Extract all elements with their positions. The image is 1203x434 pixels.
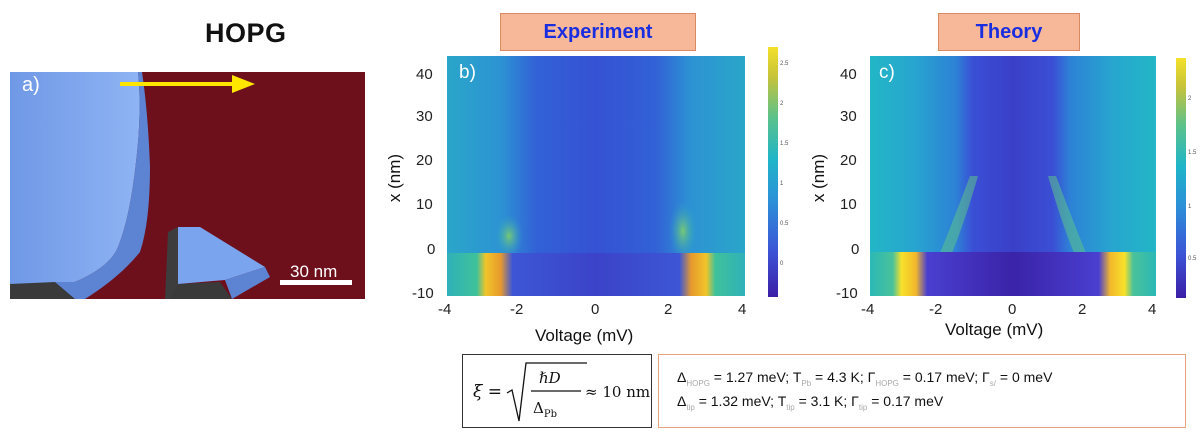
colorbar-tick: 1.5 xyxy=(1188,150,1197,156)
ytick: 30 xyxy=(840,108,857,125)
experiment-heatmap xyxy=(447,56,745,296)
small-island-edge xyxy=(225,267,270,299)
formula-numerator: ℏD xyxy=(539,369,561,387)
ytick: 20 xyxy=(416,152,433,169)
ytick: 20 xyxy=(840,152,857,169)
scan-arrow-head xyxy=(232,75,255,93)
formula-lhs: ξ = xyxy=(473,382,502,402)
ytick: 10 xyxy=(416,196,433,213)
experiment-header: Experiment xyxy=(500,13,696,51)
xtick: 2 xyxy=(664,301,673,318)
ytick: 40 xyxy=(840,66,857,83)
y-axis-label: x (nm) xyxy=(809,153,828,203)
ytick: 10 xyxy=(840,196,857,213)
scalebar-label: 30 nm xyxy=(290,262,338,281)
ytick: -10 xyxy=(412,285,434,302)
param-line-1: ΔHOPG = 1.27 meV; TPb = 4.3 K; ΓHOPG = 0… xyxy=(677,369,1053,388)
colorbar xyxy=(768,47,778,297)
x-axis-label: Voltage (mV) xyxy=(945,320,1044,339)
y-axis-label: x (nm) xyxy=(385,153,404,203)
xtick: -2 xyxy=(510,301,524,318)
panel-a-label: a) xyxy=(22,74,40,96)
small-island xyxy=(178,227,265,284)
theory-heatmap xyxy=(870,56,1156,296)
panel-b-label: b) xyxy=(459,62,476,83)
panel-a-title: HOPG xyxy=(205,18,287,48)
xtick: 4 xyxy=(1148,301,1157,318)
colorbar-tick: 1 xyxy=(780,181,784,187)
panel-c-label: c) xyxy=(879,62,895,83)
colorbar-tick: 0 xyxy=(780,261,784,267)
xtick: 0 xyxy=(591,301,600,318)
theory-header: Theory xyxy=(938,13,1080,51)
xtick: 2 xyxy=(1078,301,1087,318)
formula-rhs: ≈ 10 nm xyxy=(585,383,650,401)
island-shadow xyxy=(170,282,232,299)
colorbar-tick: 2 xyxy=(780,101,784,107)
small-island-edge xyxy=(165,227,178,299)
formula-den-sub: Pb xyxy=(544,409,557,420)
scalebar xyxy=(280,280,352,285)
colorbar-tick: 0.5 xyxy=(1188,256,1197,262)
param-line-2: Δtip = 1.32 meV; Ttip = 3.1 K; Γtip = 0.… xyxy=(677,393,944,412)
colorbar-tick: 2 xyxy=(1188,96,1192,102)
parameter-box: ΔHOPG = 1.27 meV; TPb = 4.3 K; ΓHOPG = 0… xyxy=(658,354,1186,428)
ytick: 40 xyxy=(416,66,433,83)
sqrt-sign xyxy=(506,362,587,422)
coherence-length-formula: ξ = ℏD ΔPb ≈ 10 nm xyxy=(462,354,652,428)
xtick: -4 xyxy=(861,301,875,318)
svg-text:ΔPb: ΔPb xyxy=(533,399,557,420)
x-axis-label: Voltage (mV) xyxy=(535,326,634,345)
colorbar-tick: 1.5 xyxy=(780,141,789,147)
formula-denominator: Δ xyxy=(533,399,544,417)
ytick: 0 xyxy=(427,241,436,258)
colorbar xyxy=(1176,58,1186,298)
colorbar-tick: 1 xyxy=(1188,204,1192,210)
ytick: 30 xyxy=(416,108,433,125)
xtick: -4 xyxy=(438,301,452,318)
xtick: -2 xyxy=(929,301,943,318)
colorbar-tick: 2.5 xyxy=(780,61,789,67)
large-island-edge xyxy=(55,72,150,299)
panel-a-3d-render xyxy=(10,72,365,299)
colorbar-tick: 0.5 xyxy=(780,221,789,227)
ytick: 0 xyxy=(851,241,860,258)
ytick: -10 xyxy=(836,285,858,302)
xtick: 0 xyxy=(1008,301,1017,318)
xtick: 4 xyxy=(738,301,747,318)
large-island xyxy=(10,72,140,284)
